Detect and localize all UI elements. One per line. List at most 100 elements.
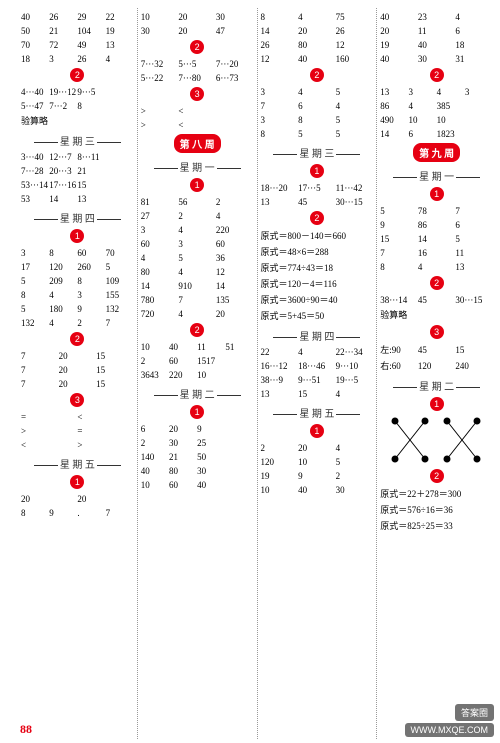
data-cell: 40 (380, 54, 418, 64)
data-row: 71611 (380, 247, 493, 258)
data-cell: 30 (418, 54, 456, 64)
note-text: 验算略 (380, 308, 493, 321)
data-row: 52098109 (21, 275, 134, 286)
data-cell: 140 (141, 452, 169, 462)
data-cell: 40 (169, 342, 197, 352)
data-cell: 18 (21, 54, 49, 64)
data-cell: 11···42 (336, 183, 374, 193)
day-heading: 星 期 一 (380, 168, 493, 183)
data-row: 132427 (21, 317, 134, 328)
day-heading: 星 期 五 (261, 405, 374, 420)
data-cell: < (178, 106, 216, 116)
cross-diagram (387, 415, 487, 465)
data-cell: 22···34 (336, 347, 374, 357)
data-cell: 780 (141, 295, 179, 305)
data-cell: 50 (197, 452, 225, 462)
data-cell: 240 (455, 361, 493, 371)
badge-number: 2 (190, 323, 204, 337)
data-row: 72015 (21, 364, 134, 375)
data-row: 9866 (380, 219, 493, 230)
data-cell: 30 (336, 485, 374, 495)
data-cell: 15 (298, 389, 336, 399)
formula-line: 原式＝48×6＝288 (261, 245, 374, 258)
data-row: 302047 (141, 25, 254, 36)
data-cell: 109 (106, 276, 134, 286)
data-cell: 4 (336, 101, 374, 111)
data-cell: 18···20 (261, 183, 299, 193)
day-heading: 星 期 三 (261, 145, 374, 160)
data-cell: 1517 (197, 356, 225, 366)
column: 4023420116194018403031213343864385490101… (376, 8, 496, 739)
data-cell: 3 (178, 239, 216, 249)
data-cell: 13 (455, 262, 493, 272)
data-cell: 6 (455, 26, 493, 36)
data-cell: 20 (298, 26, 336, 36)
data-cell: 20···3 (49, 166, 77, 176)
data-row: 13154 (261, 388, 374, 399)
data-cell: < (178, 120, 216, 130)
section-badge: 3 (380, 325, 493, 339)
data-cell: 160 (336, 54, 374, 64)
data-row: 40262922 (21, 11, 134, 22)
data-cell: 13 (106, 40, 134, 50)
section-badge: 3 (141, 87, 254, 101)
data-row: 34220 (141, 224, 254, 235)
data-row: 2204 (261, 442, 374, 453)
day-text: 星 期 三 (60, 137, 95, 148)
data-row: 531413 (21, 193, 134, 204)
data-row: 38···99···5119···5 (261, 374, 374, 385)
data-row: 102030 (141, 11, 254, 22)
data-row: 5787 (380, 205, 493, 216)
data-cell: 5···47 (21, 101, 49, 111)
data-cell: 8 (298, 115, 336, 125)
column: 847514202626801212401602345764385855星 期 … (257, 8, 377, 739)
data-row: 183264 (21, 53, 134, 64)
data-cell: 30 (197, 466, 225, 476)
section-badge: 2 (141, 323, 254, 337)
section-badge: 1 (380, 187, 493, 201)
data-row: 51809132 (21, 303, 134, 314)
section-badge: 2 (21, 68, 134, 82)
formula-line: 原式＝774÷43＝18 (261, 261, 374, 274)
data-cell: 5 (336, 129, 374, 139)
data-row: 38···144530···15 (380, 294, 493, 305)
data-cell: 左:90 (380, 343, 418, 356)
section-badge: 2 (21, 332, 134, 346)
data-cell: . (77, 508, 105, 518)
data-row: 8413 (380, 261, 493, 272)
data-row: 7···2820···321 (21, 165, 134, 176)
data-cell: 4 (298, 12, 336, 22)
data-cell: 9 (197, 424, 225, 434)
data-cell: 8 (21, 290, 49, 300)
badge-number: 2 (430, 68, 444, 82)
data-cell: 14 (380, 129, 408, 139)
data-cell: 6 (298, 101, 336, 111)
data-row: 7807135 (141, 294, 254, 305)
data-cell: 36 (216, 253, 254, 263)
badge-number: 2 (190, 40, 204, 54)
data-row: 80412 (141, 266, 254, 277)
data-cell: 8 (49, 248, 77, 258)
data-row: 22422···34 (261, 346, 374, 357)
column: 402629225021104197072491318326424···4019… (18, 8, 137, 739)
formula-line: 原式＝5+45＝50 (261, 309, 374, 322)
data-cell: 22 (261, 347, 299, 357)
data-cell: 220 (169, 370, 197, 380)
data-cell: 19···12 (49, 87, 77, 97)
data-cell: 右:60 (380, 359, 418, 372)
data-cell: = (77, 426, 105, 436)
data-cell: 6···73 (216, 73, 254, 83)
data-cell: 7 (21, 365, 59, 375)
day-heading: 星 期 四 (261, 328, 374, 343)
data-cell: 5 (298, 129, 336, 139)
data-cell: 10 (437, 115, 465, 125)
data-row: 134530···15 (261, 196, 374, 207)
data-row: 5···477···28 (21, 100, 134, 111)
watermark-logo: 答案圈 (455, 704, 494, 721)
data-cell: 7 (380, 248, 418, 258)
data-cell: 26 (336, 26, 374, 36)
data-cell: 5 (106, 262, 134, 272)
data-cell: 14 (141, 281, 179, 291)
data-cell: 14 (418, 234, 456, 244)
day-text: 星 期 二 (419, 382, 454, 393)
